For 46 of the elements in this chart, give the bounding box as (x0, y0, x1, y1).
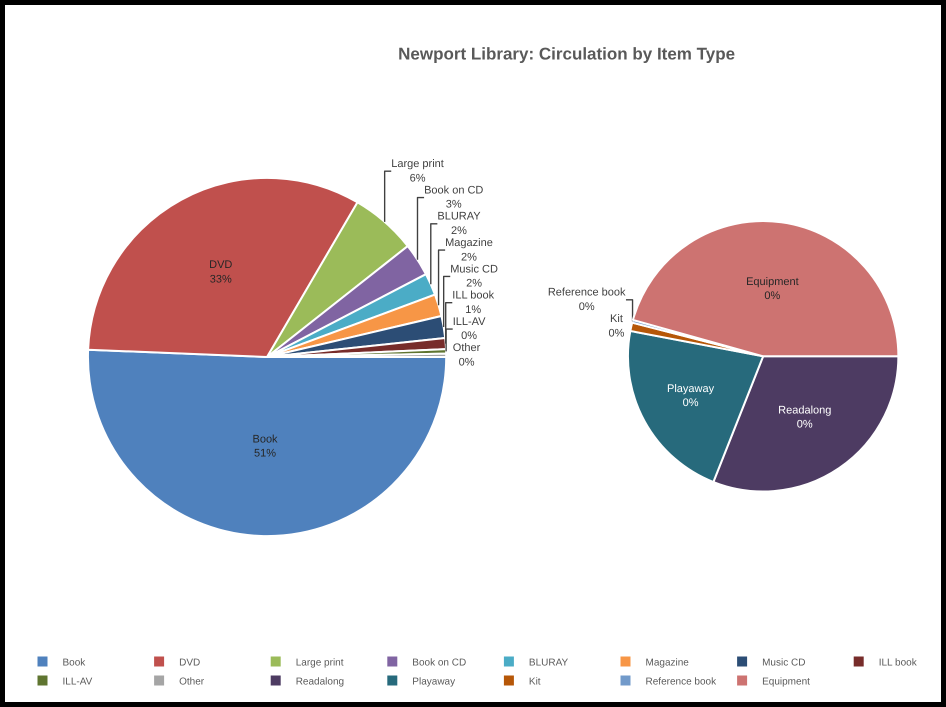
slice-label: BLURAY (437, 210, 482, 223)
legend-label: Reference book (646, 676, 718, 688)
data-label: 33% (210, 274, 232, 286)
data-label: 1% (465, 304, 482, 316)
legend-label: BLURAY (528, 657, 569, 668)
slice-label: Reference book (548, 286, 626, 299)
data-label: 2% (461, 251, 478, 264)
slice-label: Other (452, 342, 481, 354)
data-label: 0% (796, 418, 813, 431)
legend-label: Book on CD (412, 657, 466, 668)
data-label: 0% (458, 356, 475, 368)
legend-label: DVD (179, 657, 200, 668)
legend-label: Other (179, 676, 205, 688)
slice-label: Equipment (746, 276, 799, 288)
data-label: 0% (578, 301, 595, 314)
slice-label: Book on CD (424, 184, 484, 196)
legend-label: Magazine (646, 657, 690, 668)
legend-label: Readalong (296, 676, 344, 688)
slice-label: ILL-AV (452, 316, 486, 328)
data-label: 3% (446, 198, 462, 211)
data-label: 0% (461, 330, 478, 342)
data-label: 0% (764, 290, 781, 302)
legend-label: Kit (528, 676, 541, 688)
legend-label: Book (62, 657, 86, 668)
legend-label: ILL-AV (62, 676, 93, 688)
data-label: 6% (410, 172, 426, 184)
legend-label: Music CD (762, 657, 806, 668)
slice-label: Music CD (450, 263, 498, 276)
slice-label: Readalong (778, 404, 832, 416)
data-label: 2% (466, 278, 482, 290)
slice-label: Playaway (667, 382, 715, 395)
legend-label: ILL book (878, 657, 918, 668)
legend-label: Equipment (762, 676, 810, 688)
slice-label: Kit (610, 313, 623, 326)
slice-label: DVD (209, 259, 232, 272)
data-label: 0% (608, 327, 625, 340)
data-label: 51% (254, 448, 276, 460)
legend-label: Large print (296, 657, 344, 668)
chart-title: Newport Library: Circulation by Item Type (398, 44, 736, 64)
data-label: 2% (451, 224, 468, 237)
legend-label: Playaway (412, 676, 456, 688)
slice-label: Large print (391, 158, 444, 170)
data-label: 0% (682, 397, 699, 410)
slice-label: Magazine (445, 236, 493, 249)
slice-label: Book (252, 433, 278, 446)
slice-label: ILL book (452, 290, 495, 302)
